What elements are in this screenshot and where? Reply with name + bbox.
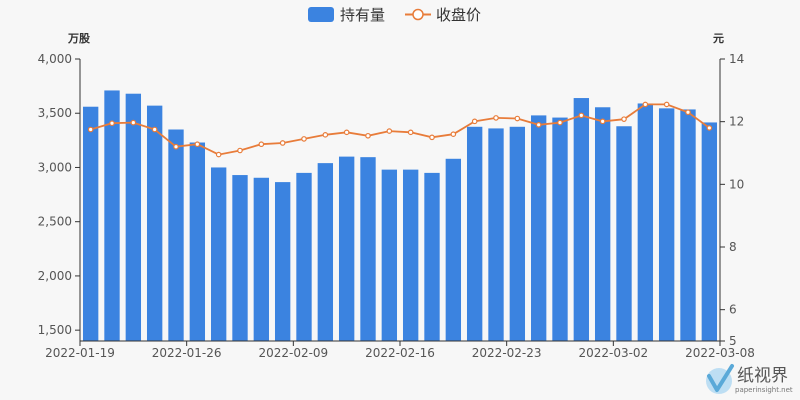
x-tick-label: 2022-02-23 <box>472 346 542 360</box>
bar <box>466 126 483 342</box>
bar <box>509 126 526 342</box>
price-point <box>279 140 286 146</box>
bar <box>296 172 312 341</box>
price-point <box>194 141 201 148</box>
price-point <box>599 118 606 125</box>
legend-bar-label[interactable]: 持有量 <box>340 6 385 24</box>
price-point <box>258 141 265 148</box>
right-tick-label: 14 <box>729 52 744 66</box>
price-point <box>706 125 713 131</box>
bar <box>168 129 184 341</box>
x-tick-label: 2022-02-09 <box>258 346 328 360</box>
bar <box>680 109 696 341</box>
x-tick-label: 2022-03-02 <box>578 346 648 360</box>
price-line <box>90 103 710 156</box>
left-tick-label: 2,500 <box>38 215 72 229</box>
bar <box>82 106 99 341</box>
bar <box>381 169 398 341</box>
x-tick-label: 2022-01-19 <box>45 346 115 360</box>
price-point <box>471 118 478 125</box>
left-axis-unit: 万股 <box>67 32 91 45</box>
price-point <box>87 126 94 133</box>
right-tick-label: 10 <box>729 177 744 191</box>
bar <box>253 177 270 341</box>
bar <box>104 90 120 341</box>
bar <box>594 107 611 341</box>
watermark: 纸视界 paperinsight.net <box>706 364 793 394</box>
price-point <box>685 109 691 116</box>
bar <box>189 142 206 341</box>
bar <box>424 172 440 341</box>
price-point <box>621 116 627 122</box>
legend: 持有量 收盘价 <box>308 6 481 24</box>
price-point <box>130 119 137 126</box>
bar <box>530 115 547 342</box>
bar <box>232 175 248 341</box>
bar <box>274 182 291 341</box>
price-point <box>450 131 457 138</box>
price-point <box>322 132 329 138</box>
price-point <box>215 151 222 158</box>
bar <box>210 167 227 341</box>
price-point <box>407 129 414 136</box>
price-point <box>301 136 307 142</box>
legend-bar-swatch[interactable] <box>308 7 334 22</box>
price-point <box>237 147 243 154</box>
price-point <box>514 115 521 122</box>
price-point <box>493 115 499 121</box>
right-tick-label: 5 <box>729 334 737 348</box>
price-point <box>109 120 115 127</box>
bar <box>338 156 355 341</box>
plot-area: 1,500 2,000 2,500 3,000 3,500 4,000 5 6 8 10 12 14 2… <box>38 52 755 360</box>
watermark-logo-icon <box>706 364 734 394</box>
bar <box>317 163 334 341</box>
bar <box>360 157 376 341</box>
right-tick-label: 12 <box>729 115 744 129</box>
left-tick-label: 3,500 <box>38 106 72 120</box>
price-point <box>173 143 179 150</box>
bar <box>146 105 163 341</box>
price-point <box>386 128 393 134</box>
x-tick-label: 2022-02-16 <box>365 346 435 360</box>
price-point <box>578 112 585 119</box>
right-tick-label: 6 <box>729 303 737 317</box>
bar <box>445 158 462 341</box>
bar <box>637 103 654 341</box>
left-tick-label: 2,000 <box>38 269 72 283</box>
watermark-brand: 纸视界 <box>737 366 788 386</box>
bar <box>573 98 590 342</box>
bar <box>616 126 632 341</box>
price-point <box>151 126 158 133</box>
price-point <box>535 122 542 128</box>
x-tick-label: 2022-01-26 <box>152 346 222 360</box>
left-tick-label: 3,000 <box>38 160 72 174</box>
price-point <box>663 101 670 108</box>
bar <box>552 117 568 341</box>
bar <box>658 108 675 341</box>
price-point <box>642 101 649 108</box>
price-point <box>429 134 435 141</box>
right-axis-unit: 元 <box>713 32 724 45</box>
bar <box>488 128 504 341</box>
bar <box>402 169 419 341</box>
bar <box>125 93 142 341</box>
x-tick-label: 2022-03-08 <box>685 346 755 360</box>
right-tick-label: 8 <box>729 240 737 254</box>
price-point <box>365 132 371 139</box>
left-tick-label: 4,000 <box>38 52 72 66</box>
price-point <box>343 129 350 136</box>
legend-line-label[interactable]: 收盘价 <box>436 6 481 24</box>
left-tick-label: 1,500 <box>38 323 72 337</box>
price-point <box>557 119 563 126</box>
watermark-url: paperinsight.net <box>735 386 793 394</box>
bar <box>701 122 718 341</box>
legend-line-swatch[interactable] <box>405 8 431 21</box>
